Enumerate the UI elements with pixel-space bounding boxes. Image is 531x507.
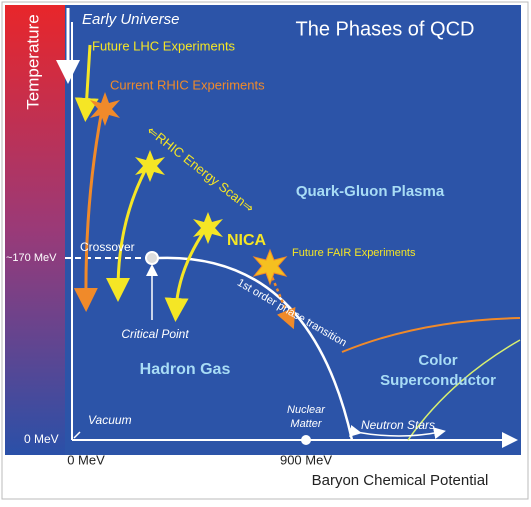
region-label: Superconductor (380, 372, 496, 389)
label: Current RHIC Experiments (110, 77, 265, 92)
arrow (106, 164, 150, 302)
x-tick-label: 900 MeV (280, 452, 332, 467)
arrow (73, 431, 81, 439)
y-tick-label: ~170 MeV (6, 252, 57, 264)
y-tick-label: 0 MeV (24, 432, 59, 446)
panel (65, 5, 521, 455)
neutron-star-range (349, 425, 446, 440)
region-label: Hadron Gas (140, 361, 231, 378)
label: Critical Point (121, 327, 189, 341)
star (135, 150, 165, 182)
arrow (268, 271, 296, 330)
label: Vacuum (88, 413, 132, 427)
temperature-bar (5, 5, 65, 455)
y-axis-label: Temperature (23, 14, 42, 109)
x-tick-label: 0 MeV (67, 452, 105, 467)
label: Early Universe (82, 11, 180, 28)
x-axis-label: Baryon Chemical Potential (312, 472, 489, 489)
label: NICA (227, 232, 267, 249)
star (193, 212, 223, 244)
label: Matter (290, 418, 323, 430)
label: Crossover (80, 240, 135, 254)
point (301, 435, 311, 445)
arrow (164, 229, 207, 322)
title: The Phases of QCD (296, 18, 475, 40)
label: Neutron Stars (361, 418, 435, 432)
star (252, 248, 288, 286)
region-label: Color (418, 352, 457, 369)
label: Future FAIR Experiments (292, 247, 416, 259)
region-label: Quark-Gluon Plasma (296, 183, 445, 200)
arrow (74, 44, 99, 122)
arrow (73, 109, 104, 312)
star (90, 92, 120, 126)
label: Nuclear (287, 404, 326, 416)
curve (341, 317, 521, 353)
label: Future LHC Experiments (92, 38, 236, 53)
critical-point (145, 251, 159, 265)
